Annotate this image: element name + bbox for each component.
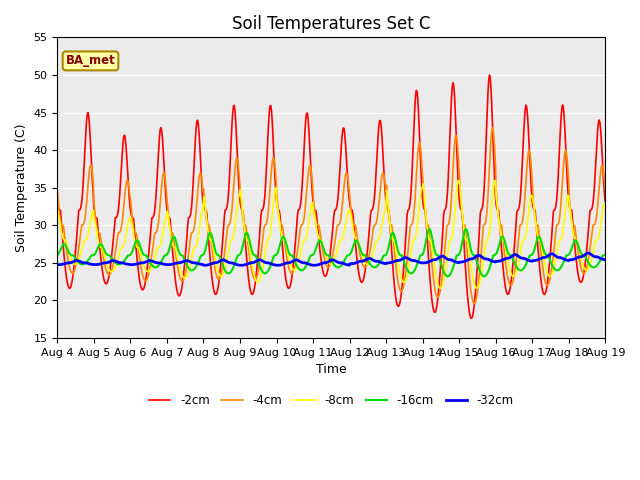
-32cm: [120, 260, 127, 266]
-32cm: [310, 263, 318, 268]
-8cm: [63, 243, 71, 249]
-4cm: [398, 288, 406, 294]
-2cm: [204, 232, 212, 238]
-8cm: [398, 277, 406, 283]
-4cm: [54, 188, 61, 193]
-16cm: [63, 246, 71, 252]
-8cm: [491, 178, 499, 183]
-2cm: [467, 315, 475, 321]
-4cm: [470, 300, 478, 306]
-16cm: [462, 226, 470, 232]
-4cm: [602, 188, 609, 193]
-32cm: [585, 250, 593, 256]
Y-axis label: Soil Temperature (C): Soil Temperature (C): [15, 123, 28, 252]
-32cm: [204, 262, 212, 268]
-4cm: [489, 125, 497, 131]
Line: -2cm: -2cm: [58, 75, 605, 318]
-32cm: [175, 260, 183, 265]
-4cm: [414, 151, 422, 156]
-4cm: [120, 204, 127, 210]
-32cm: [415, 259, 422, 265]
-8cm: [472, 286, 480, 291]
-32cm: [54, 262, 61, 267]
-16cm: [602, 252, 609, 258]
-2cm: [414, 96, 422, 102]
-4cm: [204, 222, 212, 228]
-32cm: [63, 260, 71, 266]
-8cm: [204, 230, 212, 236]
-2cm: [120, 134, 127, 140]
-16cm: [204, 234, 212, 240]
-4cm: [175, 273, 183, 278]
Line: -16cm: -16cm: [58, 229, 605, 276]
-2cm: [602, 199, 609, 205]
Line: -4cm: -4cm: [58, 128, 605, 303]
X-axis label: Time: Time: [316, 363, 347, 376]
Text: BA_met: BA_met: [66, 54, 115, 67]
Legend: -2cm, -4cm, -8cm, -16cm, -32cm: -2cm, -4cm, -8cm, -16cm, -32cm: [145, 389, 518, 411]
-32cm: [602, 257, 609, 263]
Line: -32cm: -32cm: [58, 253, 605, 265]
-8cm: [602, 201, 609, 206]
-8cm: [175, 264, 183, 269]
-2cm: [175, 293, 183, 299]
-2cm: [63, 280, 71, 286]
-4cm: [63, 252, 71, 258]
Line: -8cm: -8cm: [58, 180, 605, 288]
-16cm: [175, 250, 183, 256]
-8cm: [54, 208, 61, 214]
-2cm: [398, 287, 406, 292]
-2cm: [54, 199, 61, 204]
Title: Soil Temperatures Set C: Soil Temperatures Set C: [232, 15, 431, 33]
-32cm: [399, 256, 406, 262]
-8cm: [414, 218, 422, 224]
-16cm: [398, 252, 406, 258]
-8cm: [120, 242, 127, 248]
-16cm: [414, 260, 422, 265]
-16cm: [54, 252, 61, 258]
-2cm: [486, 72, 493, 78]
-16cm: [480, 274, 488, 279]
-16cm: [120, 259, 127, 264]
